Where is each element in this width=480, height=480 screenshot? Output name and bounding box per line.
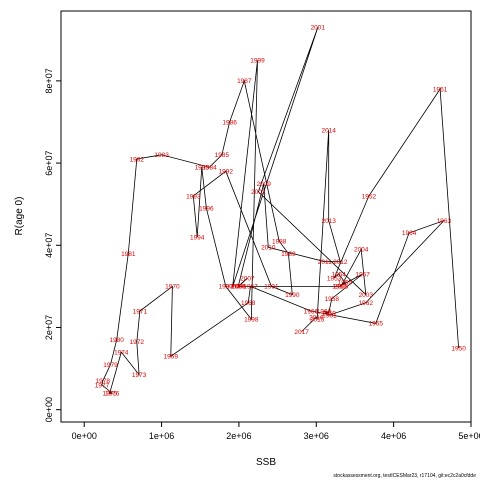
point-label-2016: 2016	[309, 315, 324, 322]
point-label-2003: 2003	[359, 292, 374, 299]
point-label-1966: 1966	[304, 308, 319, 315]
y-tick-label: 4e+07	[44, 233, 54, 258]
point-label-2002: 2002	[251, 189, 266, 196]
point-label-1968: 1968	[241, 300, 256, 307]
point-label-1965: 1965	[369, 321, 384, 328]
point-label-1999: 1999	[250, 58, 265, 65]
point-label-1987: 1987	[237, 78, 252, 85]
point-label-1953: 1953	[327, 275, 342, 282]
point-label-1981: 1981	[121, 251, 136, 258]
point-label-2012: 2012	[333, 259, 348, 266]
y-axis: 0e+00 2e+07 4e+07 6e+07 8e+07	[44, 68, 61, 422]
point-label-1990: 1990	[285, 292, 300, 299]
x-tick-label: 3e+06	[304, 431, 329, 441]
point-label-1980: 1980	[109, 337, 124, 344]
point-label-1991: 1991	[264, 284, 279, 291]
y-axis-title: R(age 0)	[14, 197, 25, 236]
footer-note: stockassessment.org, testICESMar23, r171…	[333, 473, 476, 479]
point-label-1967: 1967	[243, 284, 258, 291]
point-label-2013: 2013	[321, 218, 336, 225]
point-label-1963: 1963	[437, 218, 452, 225]
point-label-1992: 1992	[219, 169, 234, 176]
point-label-1951: 1951	[433, 86, 448, 93]
point-label-1994: 1994	[190, 234, 205, 241]
point-label-1969: 1969	[164, 354, 179, 361]
point-label-1982: 1982	[130, 156, 145, 163]
point-label-2014: 2014	[321, 128, 336, 135]
point-label-1961: 1961	[322, 312, 337, 319]
point-labels: 1950195119521953195419551956195719581959…	[95, 25, 466, 398]
point-label-2006: 2006	[232, 284, 247, 291]
point-label-1964: 1964	[402, 230, 417, 237]
x-axis: 0e+00 1e+06 2e+06 3e+06 4e+06 5e+06	[72, 422, 480, 441]
point-label-2007: 2007	[240, 275, 255, 282]
point-label-1996: 1996	[199, 206, 214, 213]
point-label-1998: 1998	[244, 317, 259, 324]
point-label-1958: 1958	[325, 296, 340, 303]
point-label-1986: 1986	[222, 119, 237, 126]
point-label-1976: 1976	[105, 391, 120, 398]
x-tick-label: 5e+06	[458, 431, 480, 441]
point-label-1955: 1955	[338, 280, 353, 287]
point-label-1973: 1973	[132, 372, 147, 379]
point-label-1989: 1989	[281, 251, 296, 258]
y-tick-label: 8e+07	[44, 68, 54, 93]
point-label-1995: 1995	[195, 165, 210, 172]
x-tick-label: 1e+06	[149, 431, 174, 441]
point-label-1959: 1959	[321, 310, 336, 317]
x-tick-label: 0e+00	[72, 431, 97, 441]
point-label-1962: 1962	[359, 300, 374, 307]
point-label-1950: 1950	[451, 345, 466, 352]
point-label-1988: 1988	[272, 239, 287, 246]
point-label-1975: 1975	[102, 391, 117, 398]
point-label-1971: 1971	[133, 308, 148, 315]
point-label-2011: 2011	[318, 259, 332, 266]
point-label-1970: 1970	[165, 284, 180, 291]
point-label-1985: 1985	[215, 152, 230, 159]
point-label-1984: 1984	[202, 165, 217, 172]
series-line	[101, 27, 459, 394]
point-label-1978: 1978	[96, 378, 111, 385]
x-axis-title: SSB	[256, 457, 276, 468]
point-label-1977: 1977	[95, 382, 110, 389]
y-tick-label: 2e+07	[44, 315, 54, 340]
point-label-1954: 1954	[331, 271, 346, 278]
point-label-1956: 1956	[332, 284, 347, 291]
point-label-1979: 1979	[103, 362, 118, 369]
point-label-1960: 1960	[317, 308, 332, 315]
point-label-2017: 2017	[294, 329, 309, 336]
point-label-1997: 1997	[219, 284, 234, 291]
point-label-2005: 2005	[334, 284, 349, 291]
point-label-2009: 2009	[256, 181, 271, 188]
point-label-2008: 2008	[231, 284, 246, 291]
x-tick-label: 2e+06	[226, 431, 251, 441]
point-label-2010: 2010	[261, 245, 276, 252]
plot-frame	[60, 10, 472, 423]
point-label-2001: 2001	[311, 25, 326, 32]
point-label-1957: 1957	[355, 271, 370, 278]
y-tick-label: 6e+07	[44, 150, 54, 175]
point-label-1952: 1952	[362, 193, 377, 200]
point-label-2015: 2015	[310, 317, 325, 324]
y-tick-label: 0e+00	[44, 397, 54, 422]
point-label-1983: 1983	[154, 152, 169, 159]
point-label-2000: 2000	[225, 284, 240, 291]
point-label-1972: 1972	[130, 339, 145, 346]
point-label-2004: 2004	[354, 247, 369, 254]
point-label-1993: 1993	[186, 193, 201, 200]
point-label-1974: 1974	[114, 349, 129, 356]
x-tick-label: 4e+06	[381, 431, 406, 441]
